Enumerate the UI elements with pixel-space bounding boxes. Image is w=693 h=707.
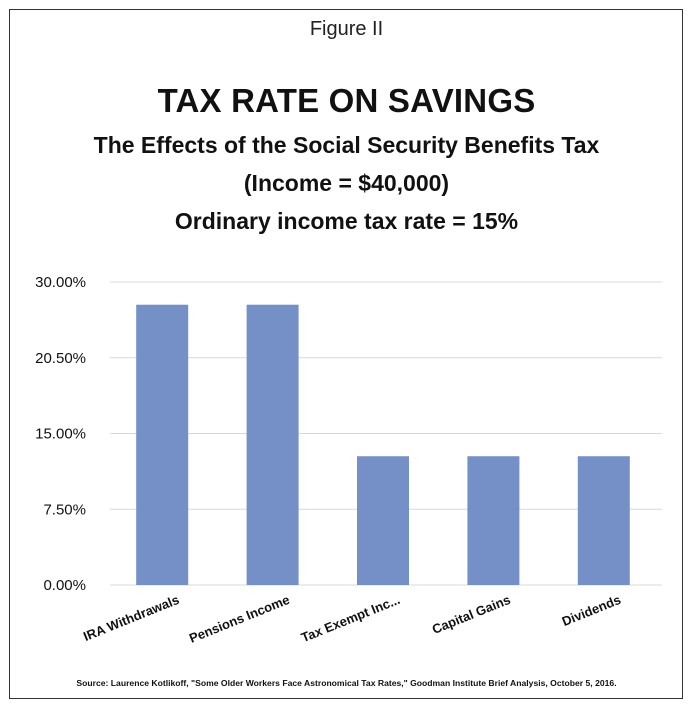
chart-subtitle-line-2: (Income = $40,000) [243, 170, 450, 196]
source-note: Source: Laurence Kotlikoff, "Some Older … [76, 678, 617, 688]
bar-0 [136, 304, 189, 585]
bar-4 [577, 456, 630, 585]
x-tick-label-0: IRA Withdrawals [81, 592, 181, 644]
x-tick-label-1: Pensions Income [187, 592, 292, 646]
x-tick-label-2: Tax Exempt Inc... [299, 592, 402, 645]
y-tick-label-3: 20.50% [35, 350, 86, 367]
bar-1 [246, 304, 299, 585]
chart-title: TAX RATE ON SAVINGS [157, 82, 536, 119]
y-tick-label-0: 0.00% [43, 577, 86, 594]
y-tick-label-4: 30.00% [35, 274, 86, 291]
y-tick-label-1: 7.50% [43, 501, 86, 518]
figure-label: Figure II [309, 18, 384, 40]
bar-2 [357, 456, 409, 585]
y-tick-label-2: 15.00% [35, 426, 86, 443]
figure-frame [9, 9, 683, 699]
bar-3 [467, 456, 520, 585]
chart-subtitle-line-1: The Effects of the Social Security Benef… [93, 132, 600, 158]
x-tick-label-3: Capital Gains [430, 592, 513, 637]
x-tick-label-4: Dividends [560, 592, 623, 629]
chart-subtitle-line-3: Ordinary income tax rate = 15% [174, 208, 519, 234]
